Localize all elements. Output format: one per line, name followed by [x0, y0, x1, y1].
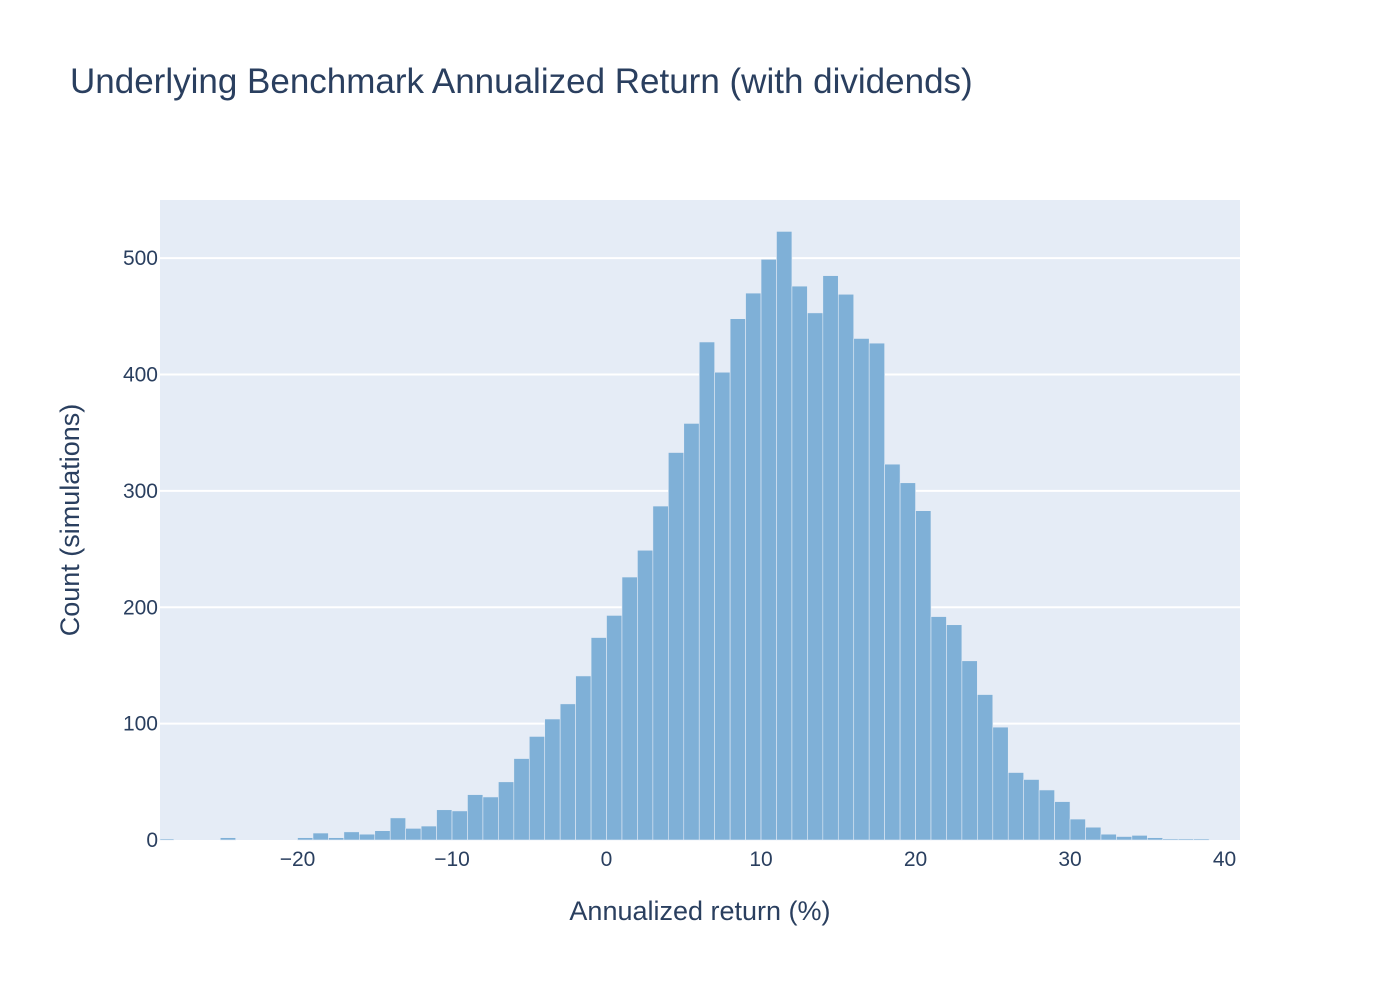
- histogram-bar: [1100, 833, 1117, 841]
- y-tick-label: 400: [123, 364, 158, 387]
- histogram-bar: [822, 275, 839, 841]
- histogram-bar: [1177, 838, 1194, 841]
- y-axis-ticks: 0 100 200 300 400 500: [123, 247, 158, 852]
- y-tick-label: 200: [123, 596, 158, 619]
- histogram-bar: [930, 616, 947, 841]
- histogram-bar: [760, 259, 777, 841]
- histogram-bars: [159, 231, 1210, 841]
- histogram-bar: [328, 837, 345, 841]
- histogram-bar: [513, 758, 530, 841]
- histogram-bar: [1023, 779, 1040, 841]
- histogram-bar: [1116, 836, 1133, 841]
- histogram-bar: [1038, 789, 1055, 841]
- histogram-bar: [992, 726, 1009, 841]
- histogram-bar: [652, 505, 669, 841]
- histogram-bar: [1007, 772, 1024, 841]
- histogram-bar: [590, 637, 607, 841]
- histogram-bar: [159, 838, 175, 841]
- histogram-bar: [621, 576, 638, 841]
- histogram-bar: [837, 293, 855, 841]
- x-axis-title: Annualized return (%): [569, 896, 830, 926]
- histogram-bar: [946, 624, 963, 841]
- histogram-bar: [776, 231, 793, 841]
- histogram-bar: [343, 831, 360, 841]
- histogram-bar: [420, 825, 437, 841]
- histogram-bar: [915, 510, 932, 841]
- histogram-bar: [312, 832, 329, 841]
- histogram-bar: [482, 796, 499, 841]
- histogram-bar: [729, 318, 746, 841]
- histogram-bar: [1162, 838, 1179, 841]
- histogram-bar: [374, 830, 391, 841]
- histogram-bar: [405, 828, 422, 841]
- x-tick-label: 20: [904, 848, 927, 871]
- histogram-bar: [791, 285, 808, 841]
- histogram-bar: [528, 736, 546, 841]
- histogram-bar: [436, 809, 453, 841]
- histogram-bar: [698, 341, 715, 841]
- histogram-bar: [807, 312, 824, 841]
- y-tick-label: 500: [123, 247, 158, 270]
- histogram-bar: [575, 675, 592, 841]
- histogram-bar: [853, 338, 870, 841]
- x-tick-label: −10: [434, 848, 470, 871]
- histogram-bar: [683, 423, 700, 841]
- histogram-bar: [559, 703, 576, 841]
- histogram-bar: [219, 837, 237, 841]
- x-tick-label: 0: [601, 848, 613, 871]
- x-tick-label: −20: [280, 848, 316, 871]
- chart-title: Underlying Benchmark Annualized Return (…: [70, 62, 973, 101]
- histogram-bar: [745, 292, 762, 841]
- histogram-bar: [868, 342, 885, 841]
- x-axis-ticks: −20 −10 0 10 20 30 40: [280, 848, 1237, 871]
- histogram-bar: [297, 837, 314, 841]
- histogram-bar: [714, 371, 731, 841]
- x-tick-label: 40: [1213, 848, 1236, 871]
- histogram-bar: [544, 718, 561, 841]
- histogram-bar: [1054, 801, 1071, 841]
- x-tick-label: 30: [1058, 848, 1081, 871]
- histogram-bar: [1131, 835, 1148, 841]
- histogram-bar: [1069, 818, 1086, 841]
- histogram-bar: [1146, 837, 1164, 841]
- y-axis-title: Count (simulations): [55, 404, 85, 637]
- histogram-bar: [467, 794, 484, 841]
- x-tick-label: 10: [749, 848, 772, 871]
- histogram-bar: [451, 810, 468, 841]
- histogram-bar: [1085, 826, 1102, 841]
- histogram-bar: [668, 452, 685, 841]
- y-tick-label: 300: [123, 480, 158, 503]
- histogram-bar: [389, 817, 406, 841]
- histogram-bar: [961, 660, 978, 841]
- histogram-bar: [899, 482, 916, 841]
- histogram-bar: [359, 833, 376, 841]
- histogram-bar: [884, 463, 901, 841]
- histogram-bar: [606, 615, 623, 841]
- histogram-bar: [498, 781, 515, 841]
- histogram-bar: [637, 549, 654, 841]
- y-tick-label: 100: [123, 713, 158, 736]
- histogram-bar: [1193, 838, 1210, 841]
- histogram-bar: [977, 694, 994, 841]
- y-tick-label: 0: [146, 829, 158, 852]
